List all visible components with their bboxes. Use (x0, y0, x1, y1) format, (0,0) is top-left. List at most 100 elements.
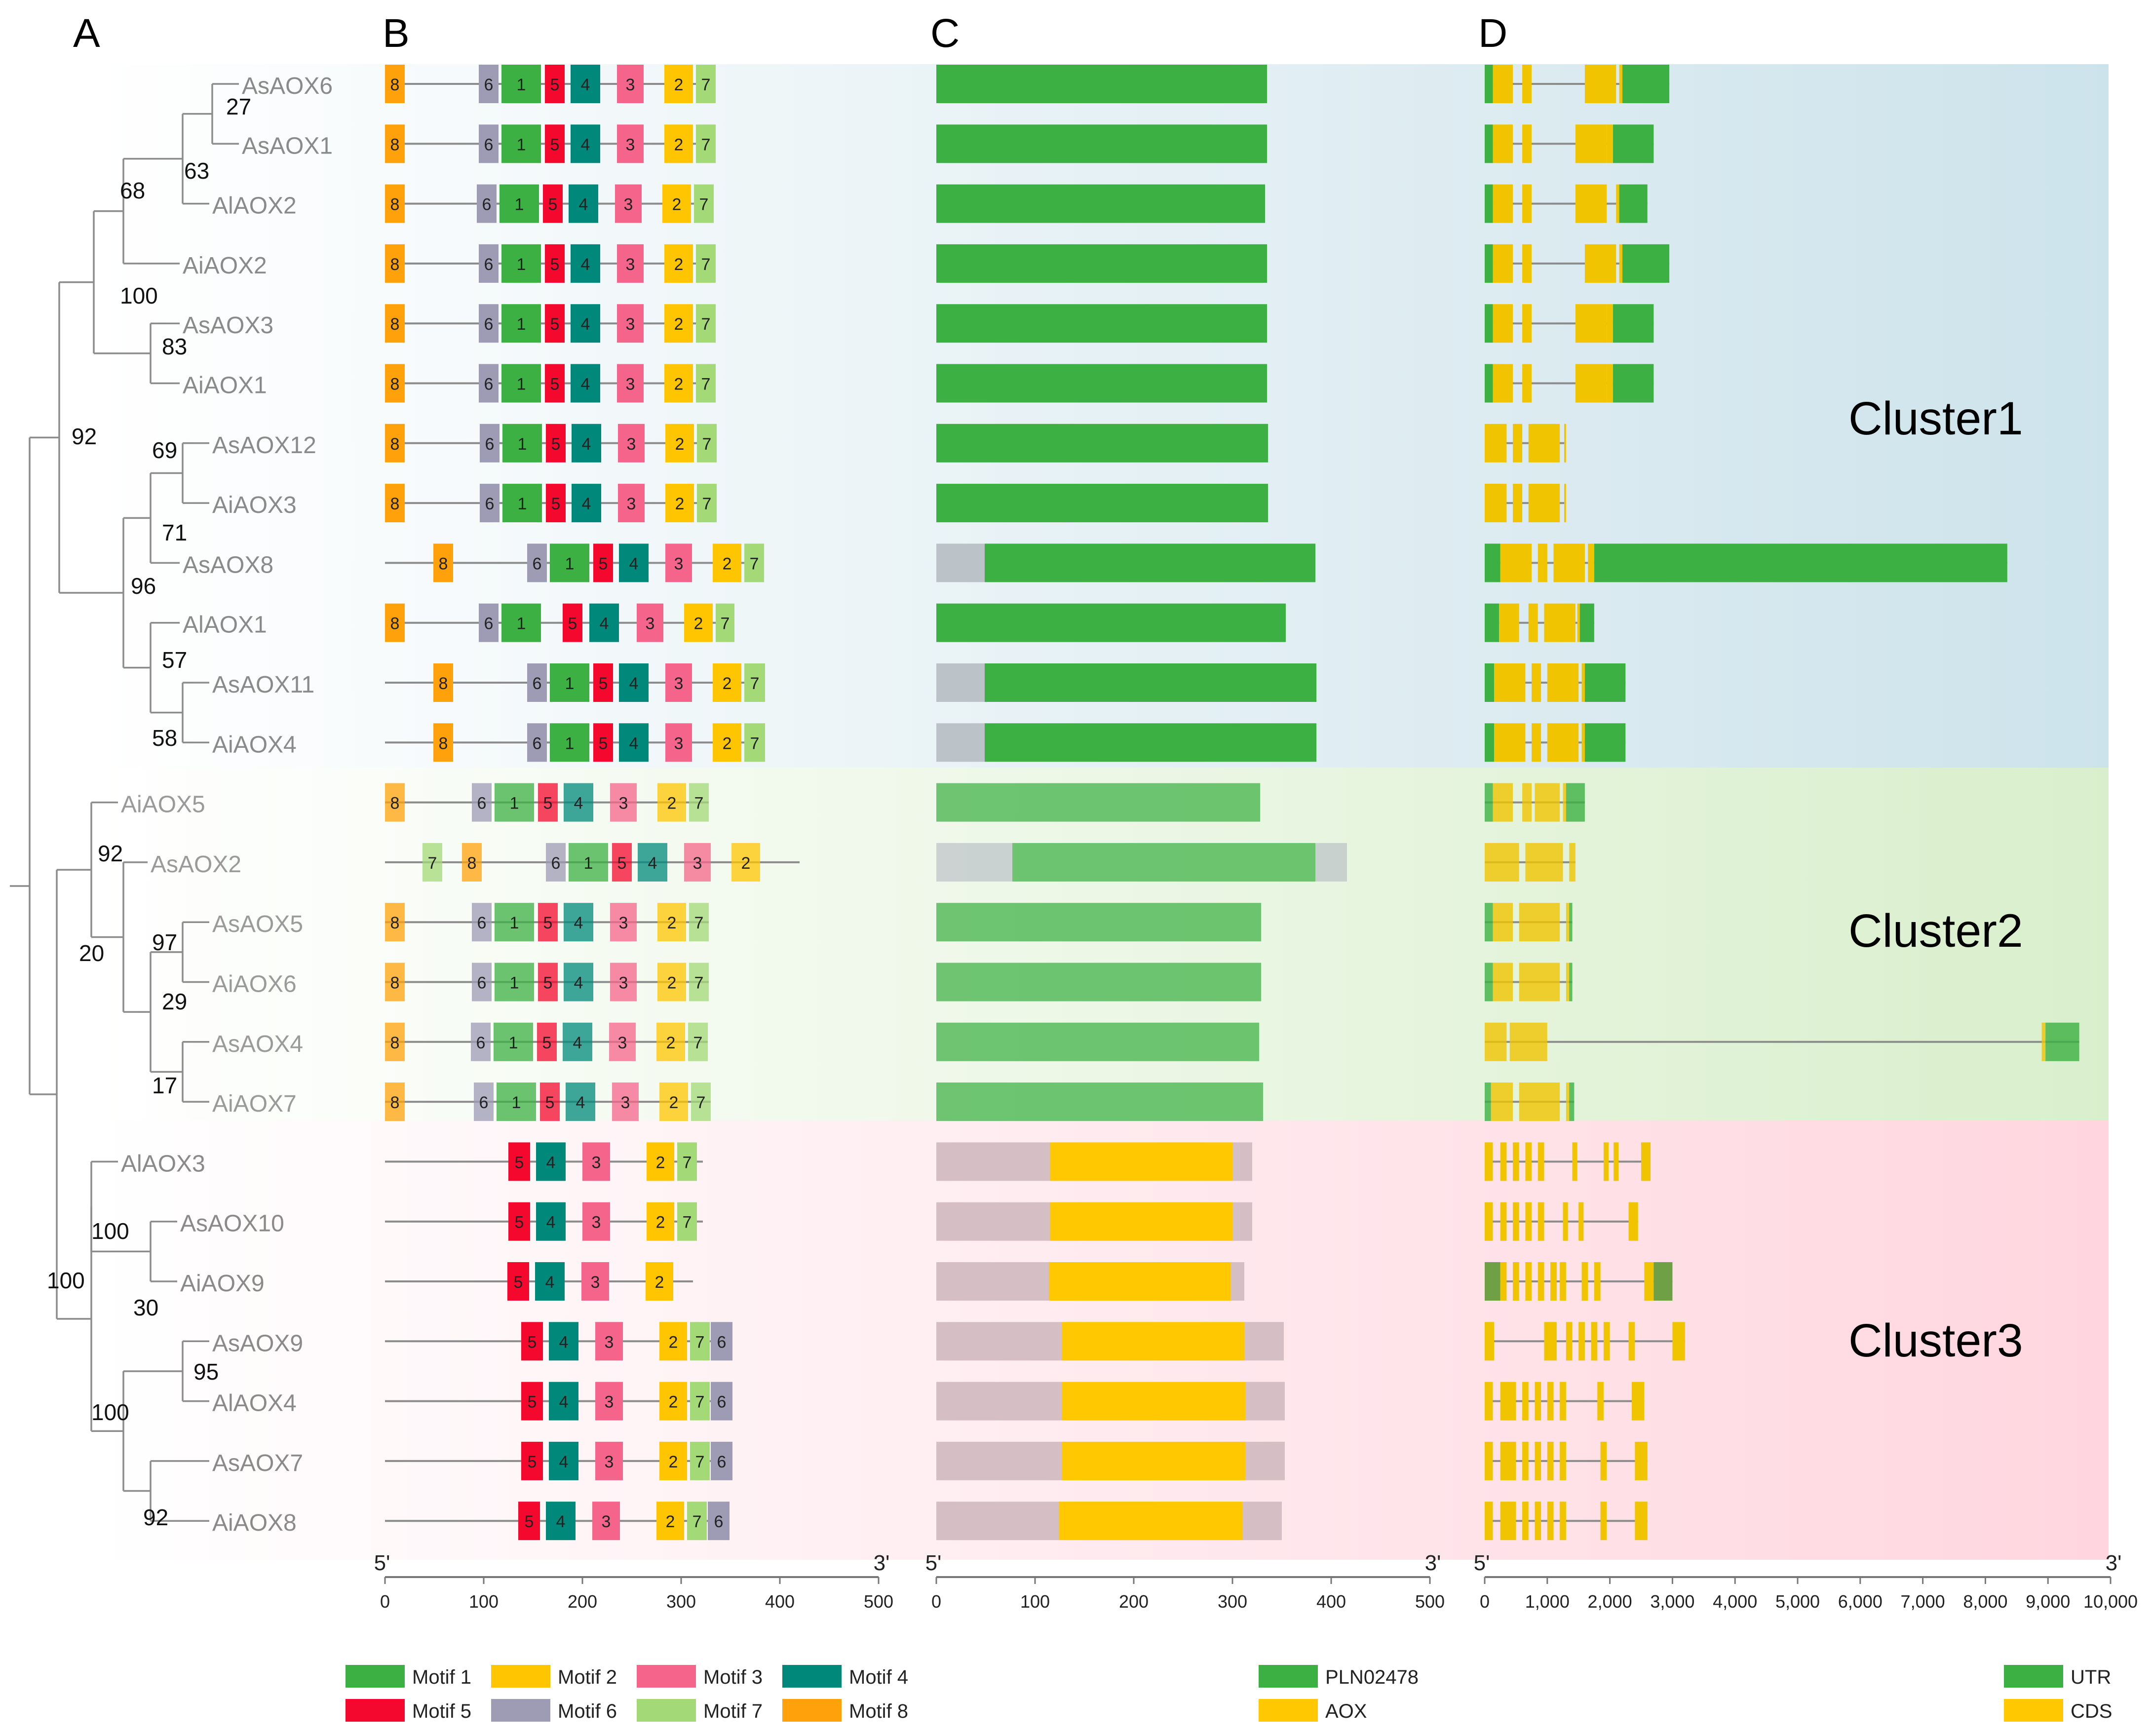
domain-pln02478-box (936, 124, 1267, 163)
legend-motif-6: Motif 6 (491, 1699, 617, 1722)
motif-4-label: 4 (581, 375, 590, 394)
motif-7-label: 7 (683, 1153, 692, 1172)
motif-3-label: 3 (624, 195, 633, 214)
gene-cds-segment (1525, 843, 1563, 882)
motif-axis-tick-label: 300 (666, 1591, 696, 1612)
phylogenetic-tree (10, 83, 239, 1522)
motif-2-box (684, 603, 713, 642)
legend-motif-5-label: Motif 5 (412, 1700, 471, 1722)
motif-axis-tick-label: 0 (380, 1591, 390, 1612)
motif-8-box (385, 364, 405, 403)
domain-row-asaox3 (936, 304, 1267, 343)
gene-cds-segment (1522, 1441, 1529, 1480)
motif-7-box (687, 1502, 707, 1541)
motif-6-box (711, 1322, 732, 1361)
motif-3-label: 3 (626, 255, 635, 274)
domain-axis-3prime-label: 3' (1425, 1551, 1441, 1575)
gene-cds-segment (1493, 783, 1513, 822)
legend-motif-2-label: Motif 2 (558, 1666, 617, 1688)
gene-utr-segment (1579, 603, 1594, 642)
motif-4-box (564, 903, 593, 942)
gene-utr-segment (1613, 304, 1654, 343)
domain-aox-box (1062, 1322, 1244, 1361)
domain-row-asaox7 (936, 1441, 1285, 1480)
gene-cds-segment (1538, 1262, 1544, 1301)
motif-3-box (610, 903, 637, 942)
motif-5-box (612, 843, 632, 882)
cluster3-label: Cluster3 (1848, 1314, 2023, 1367)
gene-cds-segment (1544, 603, 1576, 642)
motif-3-label: 3 (602, 1512, 611, 1531)
motif-7-label: 7 (701, 76, 711, 94)
legend-motif-8-label: Motif 8 (849, 1700, 908, 1722)
gene-name-alaox1: AlAOX1 (183, 612, 267, 638)
motif-4-label: 4 (629, 734, 639, 753)
motif-5-label: 5 (550, 375, 560, 394)
bootstrap-value: 100 (91, 1399, 129, 1425)
motif-7-box (690, 1382, 710, 1421)
gene-name-asaox4: AsAOX4 (212, 1031, 303, 1057)
motif-6-label: 6 (551, 854, 561, 873)
motif-6-box (471, 1022, 491, 1061)
motif-3-label: 3 (619, 974, 628, 993)
gene-axis-tick-label: 2,000 (1588, 1591, 1632, 1612)
motif-1-label: 1 (510, 974, 519, 993)
gene-cds-segment (1499, 603, 1519, 642)
domain-aox-box (1059, 1502, 1242, 1541)
motif-7-label: 7 (721, 615, 730, 633)
motif-2-box (731, 843, 760, 882)
legend-aox-swatch (1259, 1699, 1318, 1722)
gene-row-asaox2 (1485, 843, 1576, 882)
legend-motif-1: Motif 1 (346, 1665, 471, 1688)
gene-cds-segment (1641, 1142, 1651, 1181)
bootstrap-value: 17 (152, 1073, 177, 1098)
gene-cds-segment (1575, 124, 1607, 163)
motif-3-label: 3 (605, 1393, 614, 1412)
gene-axis: 0 1,000 2,000 3,000 4,000 5,000 6,000 7,000 8,00… (1474, 1551, 2138, 1612)
motif-2-label: 2 (723, 554, 732, 573)
motif-7-label: 7 (693, 1034, 703, 1052)
gene-axis-tick-label: 0 (1480, 1591, 1490, 1612)
motif-8-box (385, 603, 405, 642)
gene-cds-segment (1519, 903, 1560, 942)
motif-8-box (433, 543, 453, 582)
domain-row-aiaox5 (936, 783, 1260, 822)
gene-row-aiaox6 (1485, 963, 1573, 1002)
domain-axis: 0 100 200 300 400 500 5' 3' (925, 1551, 1445, 1612)
legend-motif-3-swatch (637, 1665, 696, 1688)
domain-pln02478-box (985, 543, 1315, 582)
gene-cds-segment (1578, 1322, 1585, 1361)
gene-cds-segment (1525, 1202, 1532, 1241)
gene-cds-segment (1485, 1322, 1495, 1361)
motif-4-label: 4 (629, 674, 639, 693)
gene-row-asaox11 (1485, 663, 1626, 702)
gene-cds-segment (1563, 783, 1566, 822)
motif-4-label: 4 (556, 1512, 566, 1531)
domain-pln02478-box (936, 184, 1265, 223)
motif-2-label: 2 (669, 1093, 679, 1112)
motif-4-box (549, 1382, 578, 1421)
motif-7-box (688, 1022, 708, 1061)
domain-row-asaox8 (936, 543, 1315, 582)
motif-3-label: 3 (592, 1153, 601, 1172)
bootstrap-value: 92 (143, 1505, 168, 1530)
motif-7-box (696, 304, 716, 343)
gene-utr-segment (1619, 184, 1648, 223)
gene-name-asaox1: AsAOX1 (242, 133, 333, 159)
domain-pln02478-box (936, 1022, 1259, 1061)
motif-2-label: 2 (675, 495, 685, 513)
gene-row-asaox12 (1485, 424, 1566, 463)
motif-6-box (711, 1441, 732, 1480)
motif-2-label: 2 (667, 974, 677, 993)
motif-6-label: 6 (484, 135, 494, 154)
motif-8-label: 8 (390, 255, 400, 274)
gene-row-aiaox4 (1485, 723, 1626, 762)
motif-1-label: 1 (510, 914, 519, 932)
legend-motif-1-swatch (346, 1665, 405, 1688)
legend-motif-7: Motif 7 (637, 1699, 763, 1722)
motif-6-label: 6 (717, 1333, 727, 1351)
